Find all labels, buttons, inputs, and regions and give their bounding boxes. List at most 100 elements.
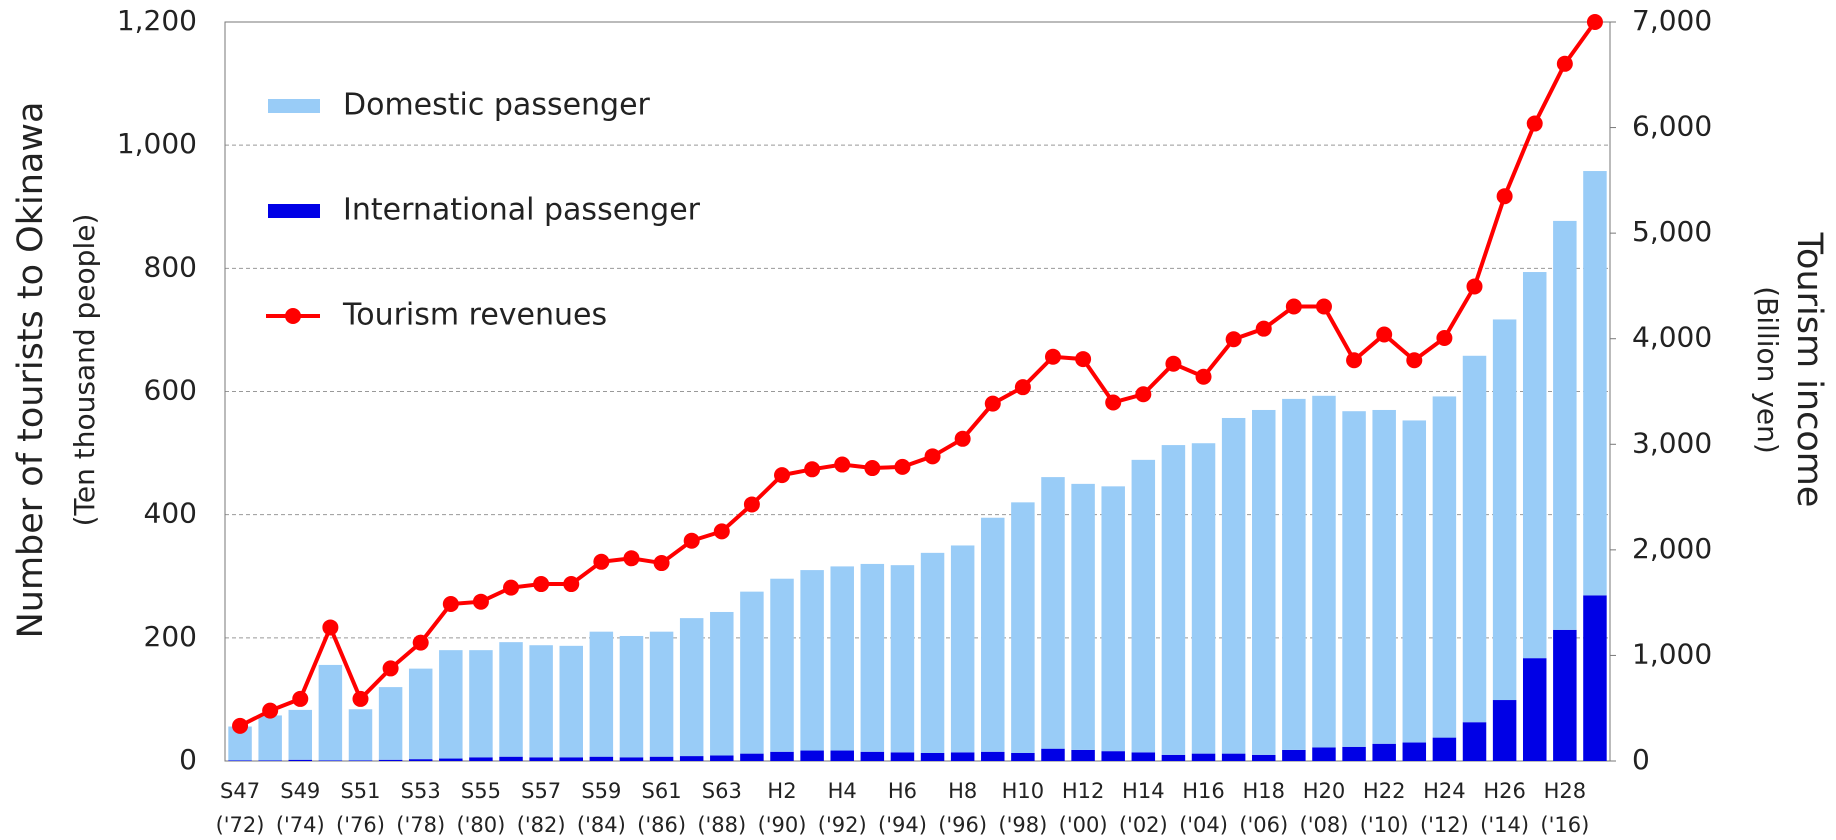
x-tick-label: ('94) <box>878 813 927 837</box>
bar <box>1071 483 1095 750</box>
point <box>292 690 309 707</box>
y-tick-label: 600 <box>144 374 197 407</box>
point <box>774 467 791 484</box>
x-tick-label: ('14) <box>1480 813 1529 837</box>
bar <box>288 709 313 760</box>
bar <box>439 650 463 759</box>
x-tick-label: S59 <box>581 779 621 803</box>
x-tick-label: H4 <box>828 779 857 803</box>
point <box>1044 348 1061 365</box>
y2-tick-label: 5,000 <box>1632 215 1712 248</box>
y2-axis-title: Tourism income <box>1789 232 1829 508</box>
bar <box>740 753 764 761</box>
bar <box>1191 753 1216 761</box>
point <box>322 619 339 636</box>
bar <box>1522 658 1547 761</box>
bar <box>1161 445 1186 755</box>
y-axis-title: Number of tourists to Okinawa <box>11 102 51 639</box>
bar <box>1252 409 1276 755</box>
x-tick-label: H18 <box>1242 779 1285 803</box>
point <box>954 430 971 447</box>
x-tick-label: ('80) <box>456 813 505 837</box>
point <box>1075 351 1092 368</box>
point <box>1315 298 1332 315</box>
bar <box>1221 753 1246 761</box>
bar <box>950 545 975 753</box>
point <box>412 634 429 651</box>
point <box>1376 326 1393 343</box>
bar <box>1101 751 1125 761</box>
x-tick-label: ('82) <box>517 813 566 837</box>
bar <box>679 618 704 757</box>
point <box>593 553 610 570</box>
point <box>1285 298 1302 315</box>
bar <box>499 642 523 757</box>
bar <box>408 759 433 761</box>
bar <box>559 645 583 758</box>
x-tick-label: ('96) <box>938 813 987 837</box>
bar <box>1492 319 1517 701</box>
legend-marker <box>285 308 301 324</box>
x-tick-label: H2 <box>767 779 796 803</box>
bar <box>258 715 282 761</box>
point <box>1165 355 1182 372</box>
x-tick-label: H12 <box>1062 779 1105 803</box>
line <box>239 20 1597 728</box>
x-tick-label: S47 <box>220 779 260 803</box>
bar <box>1462 355 1487 723</box>
point <box>232 717 249 734</box>
point <box>864 460 881 477</box>
legend-label: Domestic passenger <box>343 88 651 123</box>
x-tick-label: ('74) <box>276 813 325 837</box>
bar <box>1131 752 1156 761</box>
bar <box>1372 743 1396 761</box>
point <box>472 593 489 610</box>
x-tick-label: S51 <box>340 779 380 803</box>
x-tick-label: H26 <box>1483 779 1526 803</box>
x-tick-label: S55 <box>461 779 501 803</box>
x-tick-label: H6 <box>888 779 917 803</box>
bar <box>1402 742 1427 761</box>
legend-label: International passenger <box>343 193 701 228</box>
bar <box>950 752 975 761</box>
bar <box>348 760 373 761</box>
x-tick-label: ('88) <box>697 813 746 837</box>
bar <box>1282 398 1306 750</box>
bar <box>1432 737 1457 761</box>
bar <box>378 687 403 760</box>
bar <box>890 565 915 753</box>
bar <box>1522 272 1547 659</box>
bar <box>1221 417 1246 754</box>
bar <box>228 760 252 761</box>
bar <box>1492 700 1517 761</box>
x-tick-label: ('16) <box>1540 813 1589 837</box>
x-tick-label: H28 <box>1544 779 1587 803</box>
bar <box>649 756 674 761</box>
point <box>623 550 640 567</box>
bar <box>348 709 373 761</box>
bar <box>679 756 704 761</box>
bar <box>469 757 493 761</box>
bar <box>770 578 794 752</box>
y-tick-label: 0 <box>179 743 197 776</box>
point <box>653 555 670 572</box>
bar <box>619 757 644 761</box>
legend-label: Tourism revenues <box>342 298 607 333</box>
bar <box>649 631 674 757</box>
point <box>1526 115 1543 132</box>
bar <box>1462 722 1487 761</box>
bar <box>619 635 644 758</box>
x-tick-label: ('84) <box>577 813 626 837</box>
x-tick-label: ('72) <box>216 813 265 837</box>
bar <box>499 756 523 761</box>
bar <box>1312 395 1336 748</box>
bar <box>1252 754 1276 761</box>
point <box>834 456 851 473</box>
x-tick-label: ('90) <box>758 813 807 837</box>
y2-tick-label: 3,000 <box>1632 426 1712 459</box>
y2-tick-label: 0 <box>1632 743 1650 776</box>
x-tick-label: H16 <box>1182 779 1225 803</box>
point <box>1195 368 1212 385</box>
bar <box>981 517 1005 752</box>
bar <box>860 563 885 752</box>
